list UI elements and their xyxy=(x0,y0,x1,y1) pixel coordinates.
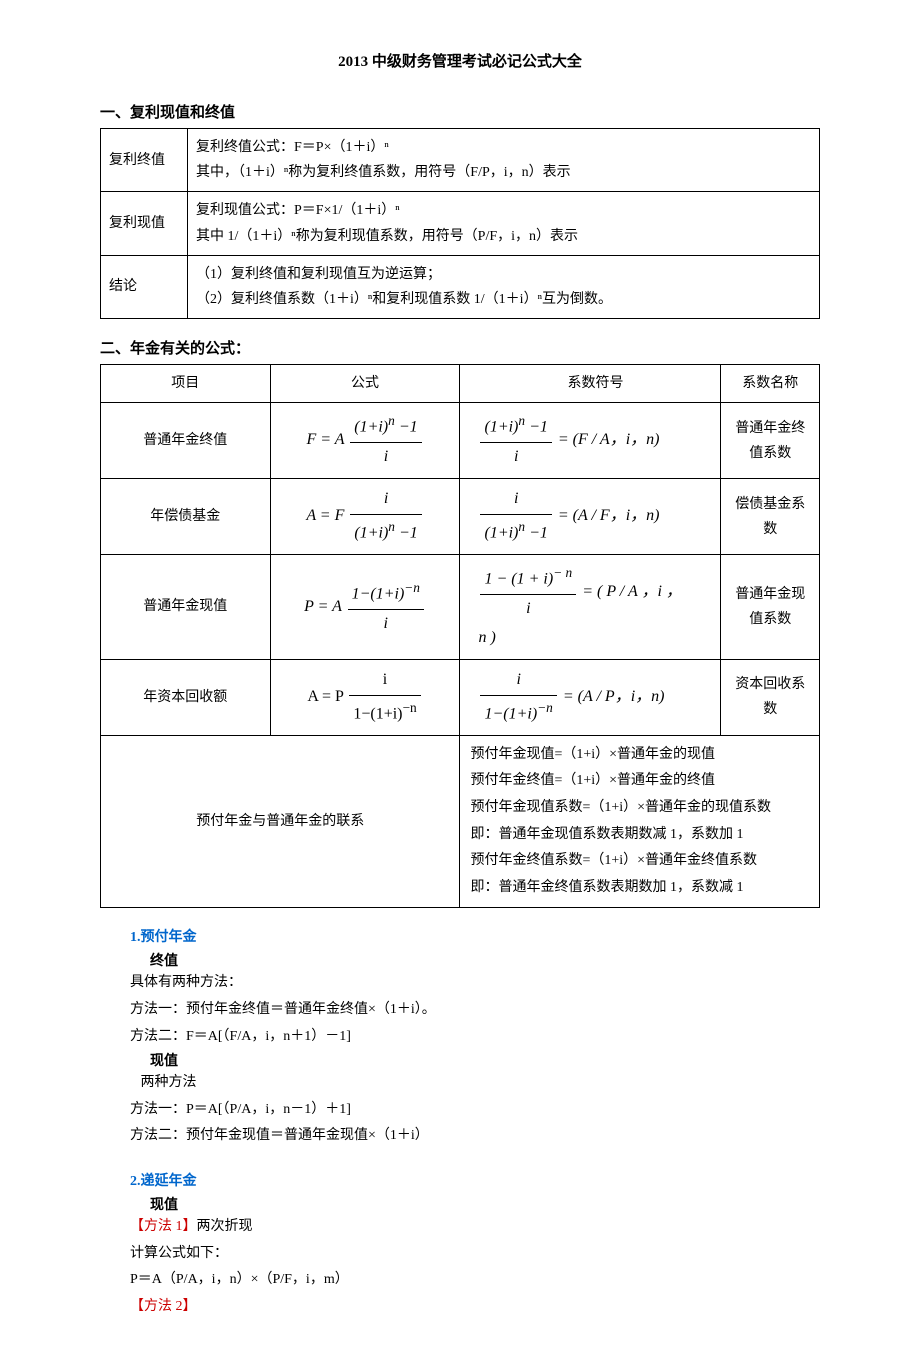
table-row: 复利现值 复利现值公式：P＝F×1/（1＋i）ⁿ 其中 1/（1＋i）ⁿ称为复利… xyxy=(101,192,820,255)
cell-label: 结论 xyxy=(101,255,188,318)
method-label: 【方法 1】 xyxy=(130,1219,197,1234)
table-compound: 复利终值 复利终值公式：F＝P×（1＋i）ⁿ 其中，（1＋i）ⁿ称为复利终值系数… xyxy=(100,128,820,319)
table-row: 年偿债基金 A = F i(1+i)n −1 i(1+i)n −1 = (A /… xyxy=(101,479,820,555)
method-label: 【方法 2】 xyxy=(130,1299,197,1314)
section1-heading: 一、复利现值和终值 xyxy=(100,101,820,122)
sub-heading: 1.预付年金 xyxy=(130,926,820,946)
cell: 资本回收系数 xyxy=(721,659,820,735)
cell: 普通年金现值系数 xyxy=(721,555,820,660)
cell-formula: A = F i(1+i)n −1 xyxy=(270,479,460,555)
cell-content: 复利终值公式：F＝P×（1＋i）ⁿ 其中，（1＋i）ⁿ称为复利终值系数，用符号（… xyxy=(188,129,820,192)
cell: 普通年金终值系数 xyxy=(721,403,820,479)
page-title: 2013 中级财务管理考试必记公式大全 xyxy=(100,50,820,71)
table-row: 结论 （1）复利终值和复利现值互为逆运算； （2）复利终值系数（1＋i）ⁿ和复利… xyxy=(101,255,820,318)
cell-formula: i1−(1+i)−n = (A / P，i，n) xyxy=(460,659,721,735)
cell-content: 复利现值公式：P＝F×1/（1＋i）ⁿ 其中 1/（1＋i）ⁿ称为复利现值系数，… xyxy=(188,192,820,255)
body-text: 【方法 1】两次折现 计算公式如下： P＝A（P/A，i，n）×（P/F，i，m… xyxy=(130,1214,820,1320)
cell: 年偿债基金 xyxy=(101,479,271,555)
cell-content: （1）复利终值和复利现值互为逆运算； （2）复利终值系数（1＋i）ⁿ和复利现值系… xyxy=(188,255,820,318)
table-header-row: 项目 公式 系数符号 系数名称 xyxy=(101,365,820,403)
cell-formula: (1+i)n −1i = (F / A，i，n) xyxy=(460,403,721,479)
cell: 普通年金终值 xyxy=(101,403,271,479)
cell-label: 复利现值 xyxy=(101,192,188,255)
table-row: 普通年金终值 F = A (1+i)n −1i (1+i)n −1i = (F … xyxy=(101,403,820,479)
cell: 预付年金现值=（1+i）×普通年金的现值 预付年金终值=（1+i）×普通年金的终… xyxy=(460,735,820,908)
cell-formula: 1 − (1 + i)− ni = ( P / A ，i ，n ) xyxy=(460,555,721,660)
cell-formula: i(1+i)n −1 = (A / F，i，n) xyxy=(460,479,721,555)
th: 公式 xyxy=(270,365,460,403)
sub-label: 现值 xyxy=(150,1194,820,1214)
cell-formula: P = A 1−(1+i)−ni xyxy=(270,555,460,660)
cell: 普通年金现值 xyxy=(101,555,271,660)
sub-label: 终值 xyxy=(150,950,820,970)
cell: 预付年金与普通年金的联系 xyxy=(101,735,460,908)
th: 项目 xyxy=(101,365,271,403)
cell-formula: A = P i1−(1+i)−n xyxy=(270,659,460,735)
th: 系数名称 xyxy=(721,365,820,403)
th: 系数符号 xyxy=(460,365,721,403)
cell-label: 复利终值 xyxy=(101,129,188,192)
sub-label: 现值 xyxy=(150,1050,820,1070)
cell: 年资本回收额 xyxy=(101,659,271,735)
body-text: 两种方法 方法一：P＝A[（P/A，i，n－1）＋1] 方法二：预付年金现值＝普… xyxy=(130,1070,820,1150)
section2-heading: 二、年金有关的公式： xyxy=(100,337,820,358)
table-row: 预付年金与普通年金的联系 预付年金现值=（1+i）×普通年金的现值 预付年金终值… xyxy=(101,735,820,908)
cell-formula: F = A (1+i)n −1i xyxy=(270,403,460,479)
sub-heading: 2.递延年金 xyxy=(130,1170,820,1190)
table-row: 复利终值 复利终值公式：F＝P×（1＋i）ⁿ 其中，（1＋i）ⁿ称为复利终值系数… xyxy=(101,129,820,192)
cell: 偿债基金系数 xyxy=(721,479,820,555)
body-text: 具体有两种方法： 方法一：预付年金终值＝普通年金终值×（1＋i）。 方法二：F＝… xyxy=(130,970,820,1050)
table-row: 年资本回收额 A = P i1−(1+i)−n i1−(1+i)−n = (A … xyxy=(101,659,820,735)
table-annuity: 项目 公式 系数符号 系数名称 普通年金终值 F = A (1+i)n −1i … xyxy=(100,364,820,908)
table-row: 普通年金现值 P = A 1−(1+i)−ni 1 − (1 + i)− ni … xyxy=(101,555,820,660)
